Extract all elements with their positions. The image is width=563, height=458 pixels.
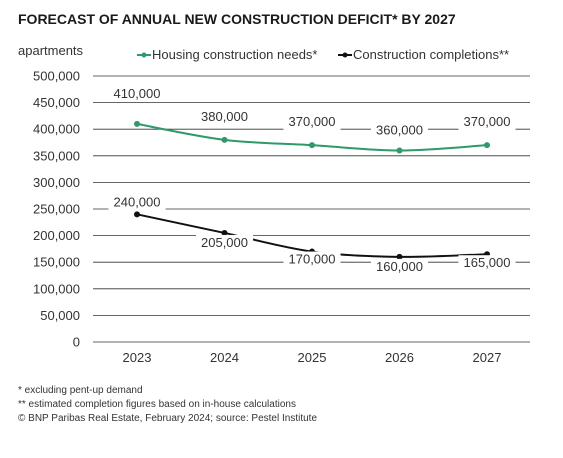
- data-label-bg: [458, 255, 516, 272]
- legend-marker: [342, 52, 348, 58]
- y-tick-label: 350,000: [33, 148, 80, 163]
- data-label: 370,000: [289, 114, 336, 129]
- x-tick-label: 2025: [298, 350, 327, 365]
- legend: Housing construction needs* Construction …: [137, 47, 509, 62]
- y-tick-label: 450,000: [33, 95, 80, 110]
- x-tick-label: 2027: [473, 350, 502, 365]
- data-label: 160,000: [376, 259, 423, 274]
- y-axis-ticks: 0 50,000 100,000 150,000 200,000 250,000 300,0…: [33, 69, 80, 350]
- y-tick-label: 250,000: [33, 202, 80, 217]
- data-label: 165,000: [464, 255, 511, 270]
- data-label: 380,000: [201, 109, 248, 124]
- data-point: [221, 136, 228, 143]
- data-label-bg: [283, 114, 341, 131]
- data-label-bg: [458, 114, 516, 131]
- y-axis-label: apartments: [18, 43, 84, 58]
- data-label: 205,000: [201, 235, 248, 250]
- series-layer: [134, 120, 490, 260]
- chart-title: FORECAST OF ANNUAL NEW CONSTRUCTION DEFI…: [18, 11, 456, 27]
- y-tick-label: 200,000: [33, 228, 80, 243]
- data-labels: 410,000 380,000 370,000 360,000 370,000 240,0…: [108, 85, 516, 275]
- data-point: [484, 142, 490, 149]
- footnote: © BNP Paribas Real Estate, February 2024…: [18, 413, 317, 424]
- x-tick-label: 2026: [385, 350, 414, 365]
- data-point: [134, 120, 140, 127]
- data-label-bg: [108, 85, 166, 102]
- data-label-bg: [370, 258, 429, 275]
- data-point: [134, 211, 140, 218]
- data-point: [309, 142, 315, 149]
- footnotes: * excluding pent-up demand ** estimated c…: [18, 385, 317, 424]
- data-label: 170,000: [289, 252, 336, 267]
- data-point: [396, 147, 403, 154]
- y-tick-label: 100,000: [33, 281, 80, 296]
- footnote: ** estimated completion figures based on…: [18, 399, 296, 410]
- legend-marker: [141, 52, 147, 58]
- y-tick-label: 300,000: [33, 175, 80, 190]
- x-axis-ticks: 2023 2024 2025 2026 2027: [123, 350, 502, 365]
- data-label-bg: [195, 108, 254, 125]
- x-tick-label: 2024: [210, 350, 239, 365]
- legend-label: Housing construction needs*: [152, 47, 318, 62]
- y-tick-label: 150,000: [33, 255, 80, 270]
- data-label: 410,000: [114, 86, 161, 101]
- data-label-bg: [108, 194, 166, 211]
- data-label-bg: [195, 234, 254, 251]
- data-label-bg: [370, 122, 429, 139]
- y-tick-label: 400,000: [33, 122, 80, 137]
- legend-label: Construction completions**: [353, 47, 509, 62]
- x-tick-label: 2023: [123, 350, 152, 365]
- data-label: 370,000: [464, 114, 511, 129]
- data-label: 240,000: [114, 194, 161, 209]
- y-tick-label: 0: [73, 335, 80, 350]
- data-point: [396, 253, 403, 260]
- y-tick-label: 500,000: [33, 69, 80, 84]
- data-label-bg: [283, 251, 341, 268]
- footnote: * excluding pent-up demand: [18, 385, 143, 396]
- y-tick-label: 50,000: [40, 308, 80, 323]
- data-label: 360,000: [376, 122, 423, 137]
- data-point: [221, 229, 228, 236]
